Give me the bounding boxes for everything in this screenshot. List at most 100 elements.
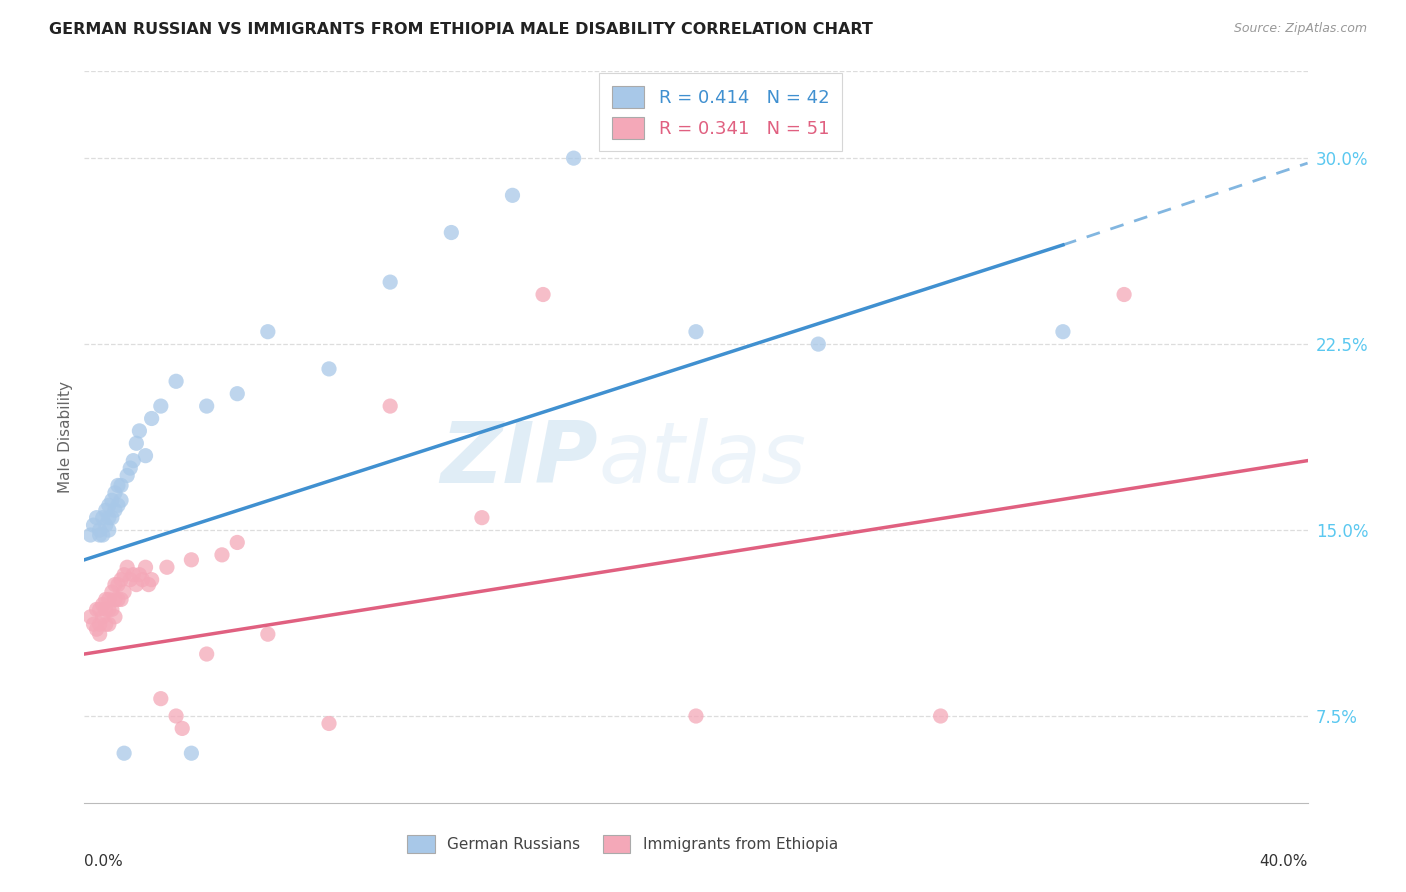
Text: ZIP: ZIP bbox=[440, 417, 598, 500]
Point bbox=[172, 722, 194, 736]
Point bbox=[94, 518, 117, 533]
Point bbox=[257, 627, 280, 641]
Point bbox=[94, 602, 117, 616]
Point bbox=[97, 510, 120, 524]
Point bbox=[1114, 287, 1136, 301]
Point bbox=[89, 617, 111, 632]
Point bbox=[86, 622, 108, 636]
Point bbox=[97, 498, 120, 512]
Point bbox=[156, 560, 179, 574]
Point bbox=[122, 453, 145, 467]
Point bbox=[180, 746, 202, 760]
Legend: German Russians, Immigrants from Ethiopia: German Russians, Immigrants from Ethiopi… bbox=[399, 827, 845, 861]
Point bbox=[112, 746, 135, 760]
Point bbox=[502, 188, 524, 202]
Point bbox=[104, 486, 127, 500]
Point bbox=[149, 691, 172, 706]
Point bbox=[115, 468, 138, 483]
Text: 0.0%: 0.0% bbox=[84, 854, 124, 869]
Point bbox=[115, 560, 138, 574]
Point bbox=[91, 610, 114, 624]
Point bbox=[89, 627, 111, 641]
Point bbox=[141, 573, 163, 587]
Point bbox=[685, 709, 707, 723]
Point bbox=[149, 399, 172, 413]
Point bbox=[562, 151, 585, 165]
Point bbox=[122, 567, 145, 582]
Point bbox=[318, 716, 340, 731]
Point bbox=[125, 436, 148, 450]
Point bbox=[131, 573, 153, 587]
Point bbox=[211, 548, 233, 562]
Point bbox=[110, 493, 132, 508]
Point bbox=[471, 510, 494, 524]
Point bbox=[135, 560, 157, 574]
Point bbox=[120, 461, 142, 475]
Point bbox=[440, 226, 463, 240]
Point bbox=[79, 528, 101, 542]
Point bbox=[110, 592, 132, 607]
Point bbox=[107, 592, 129, 607]
Point bbox=[135, 449, 157, 463]
Point bbox=[94, 592, 117, 607]
Point bbox=[107, 498, 129, 512]
Point bbox=[195, 399, 218, 413]
Point bbox=[141, 411, 163, 425]
Point bbox=[97, 602, 120, 616]
Point bbox=[226, 386, 249, 401]
Point bbox=[97, 592, 120, 607]
Point bbox=[104, 592, 127, 607]
Point bbox=[380, 399, 402, 413]
Point bbox=[685, 325, 707, 339]
Point bbox=[97, 523, 120, 537]
Point bbox=[165, 709, 187, 723]
Point bbox=[101, 510, 124, 524]
Point bbox=[83, 518, 105, 533]
Point bbox=[91, 510, 114, 524]
Point bbox=[86, 602, 108, 616]
Point bbox=[128, 567, 150, 582]
Point bbox=[128, 424, 150, 438]
Point bbox=[94, 503, 117, 517]
Point bbox=[120, 573, 142, 587]
Point bbox=[91, 598, 114, 612]
Point bbox=[112, 585, 135, 599]
Point bbox=[180, 553, 202, 567]
Point bbox=[101, 602, 124, 616]
Point bbox=[1052, 325, 1074, 339]
Point bbox=[104, 577, 127, 591]
Point bbox=[83, 617, 105, 632]
Point bbox=[101, 585, 124, 599]
Point bbox=[165, 374, 187, 388]
Point bbox=[79, 610, 101, 624]
Text: Source: ZipAtlas.com: Source: ZipAtlas.com bbox=[1233, 22, 1367, 36]
Point bbox=[138, 577, 160, 591]
Point bbox=[929, 709, 952, 723]
Text: atlas: atlas bbox=[598, 417, 806, 500]
Point bbox=[107, 478, 129, 492]
Point bbox=[318, 362, 340, 376]
Point bbox=[104, 503, 127, 517]
Point bbox=[91, 528, 114, 542]
Point bbox=[110, 478, 132, 492]
Point bbox=[94, 617, 117, 632]
Point bbox=[86, 510, 108, 524]
Point bbox=[101, 493, 124, 508]
Text: 40.0%: 40.0% bbox=[1260, 854, 1308, 869]
Text: GERMAN RUSSIAN VS IMMIGRANTS FROM ETHIOPIA MALE DISABILITY CORRELATION CHART: GERMAN RUSSIAN VS IMMIGRANTS FROM ETHIOP… bbox=[49, 22, 873, 37]
Point bbox=[807, 337, 830, 351]
Point bbox=[89, 523, 111, 537]
Point bbox=[195, 647, 218, 661]
Point bbox=[257, 325, 280, 339]
Point bbox=[110, 573, 132, 587]
Point bbox=[125, 577, 148, 591]
Point bbox=[112, 567, 135, 582]
Point bbox=[89, 602, 111, 616]
Point bbox=[226, 535, 249, 549]
Y-axis label: Male Disability: Male Disability bbox=[58, 381, 73, 493]
Point bbox=[107, 577, 129, 591]
Point bbox=[380, 275, 402, 289]
Point bbox=[531, 287, 554, 301]
Point bbox=[89, 528, 111, 542]
Point bbox=[104, 610, 127, 624]
